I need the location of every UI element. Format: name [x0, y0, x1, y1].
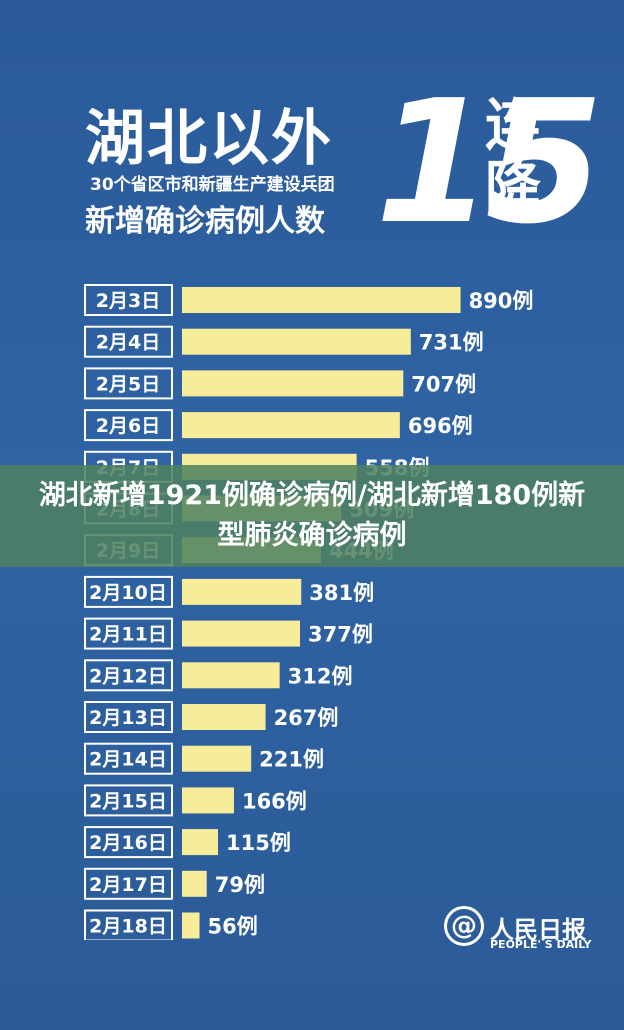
- bar: [182, 412, 400, 439]
- bar: [182, 578, 302, 605]
- bar: [182, 912, 200, 939]
- category-tick-label: 2月16日: [89, 832, 167, 854]
- bar-value-label: 166例: [242, 789, 307, 813]
- page-title: 湖北以外: [85, 104, 333, 174]
- bar-value-label: 79例: [215, 873, 265, 897]
- bar-value-label: 381例: [309, 581, 374, 605]
- category-tick-label: 2月17日: [89, 874, 167, 896]
- category-tick-label: 2月14日: [89, 749, 167, 771]
- bar-value-label: 115例: [226, 831, 291, 855]
- category-tick-label: 2月4日: [96, 332, 160, 354]
- category-tick-label: 2月3日: [96, 290, 160, 312]
- category-tick-label: 2月12日: [89, 665, 167, 687]
- caption-text: 湖北新增1921例确诊病例/湖北新增180例新型肺炎确诊病例: [38, 480, 586, 551]
- streak-word: 连降: [485, 94, 541, 221]
- bar-value-label: 696例: [408, 414, 473, 438]
- bar: [182, 662, 280, 689]
- bar-value-label: 377例: [308, 623, 373, 647]
- bar: [182, 787, 234, 814]
- bar: [182, 287, 461, 313]
- category-label-box: [84, 617, 173, 650]
- category-label-box: [84, 659, 173, 692]
- bar: [182, 745, 252, 772]
- category-label-box: [84, 826, 173, 859]
- bar: [182, 370, 404, 397]
- brand-name-en: PEOPLE' S DAILY: [490, 938, 592, 951]
- category-label-box: [84, 325, 173, 358]
- category-tick-label: 2月6日: [96, 415, 160, 437]
- bar: [182, 620, 301, 647]
- category-label-box: [84, 784, 173, 817]
- bar: [182, 328, 411, 355]
- bar-value-label: 707例: [411, 372, 476, 396]
- streak-number: 15: [375, 64, 604, 262]
- bar-value-label: 890例: [469, 289, 534, 313]
- subtitle-line2: 新增确诊病例人数: [85, 204, 325, 239]
- category-label-box: [84, 909, 173, 940]
- brand-name-cn: 人民日报: [490, 916, 586, 944]
- people-daily-logo-icon: @: [444, 906, 484, 946]
- bar-value-label: 312例: [288, 664, 353, 688]
- bar-value-label: 221例: [259, 748, 324, 772]
- bar-value-label: 56例: [208, 915, 258, 939]
- category-label-box: [84, 409, 173, 442]
- bar-value-label: 731例: [419, 331, 484, 355]
- category-label-box: [84, 367, 173, 400]
- category-tick-label: 2月5日: [96, 373, 160, 395]
- category-label-box: [84, 284, 173, 316]
- category-tick-label: 2月13日: [89, 707, 167, 729]
- category-tick-label: 2月11日: [89, 624, 167, 646]
- category-label-box: [84, 575, 173, 608]
- bar-value-label: 267例: [274, 706, 339, 730]
- bar: [182, 870, 207, 897]
- caption-banner: 湖北新增1921例确诊病例/湖北新增180例新型肺炎确诊病例: [0, 465, 624, 567]
- category-label-box: [84, 742, 173, 775]
- category-label-box: [84, 701, 173, 733]
- category-tick-label: 2月10日: [89, 582, 167, 604]
- subtitle-line1: 30个省区市和新疆生产建设兵团: [90, 175, 335, 195]
- category-label-box: [84, 867, 173, 900]
- bar: [182, 829, 218, 856]
- bar: [182, 704, 266, 730]
- category-tick-label: 2月15日: [89, 790, 167, 812]
- bar-chart: 2月3日890例2月4日731例2月5日707例2月6日696例2月7日558例…: [84, 284, 534, 940]
- category-tick-label: 2月18日: [89, 916, 167, 938]
